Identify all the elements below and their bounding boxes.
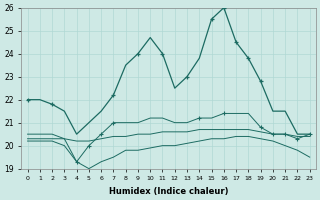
X-axis label: Humidex (Indice chaleur): Humidex (Indice chaleur) <box>109 187 228 196</box>
